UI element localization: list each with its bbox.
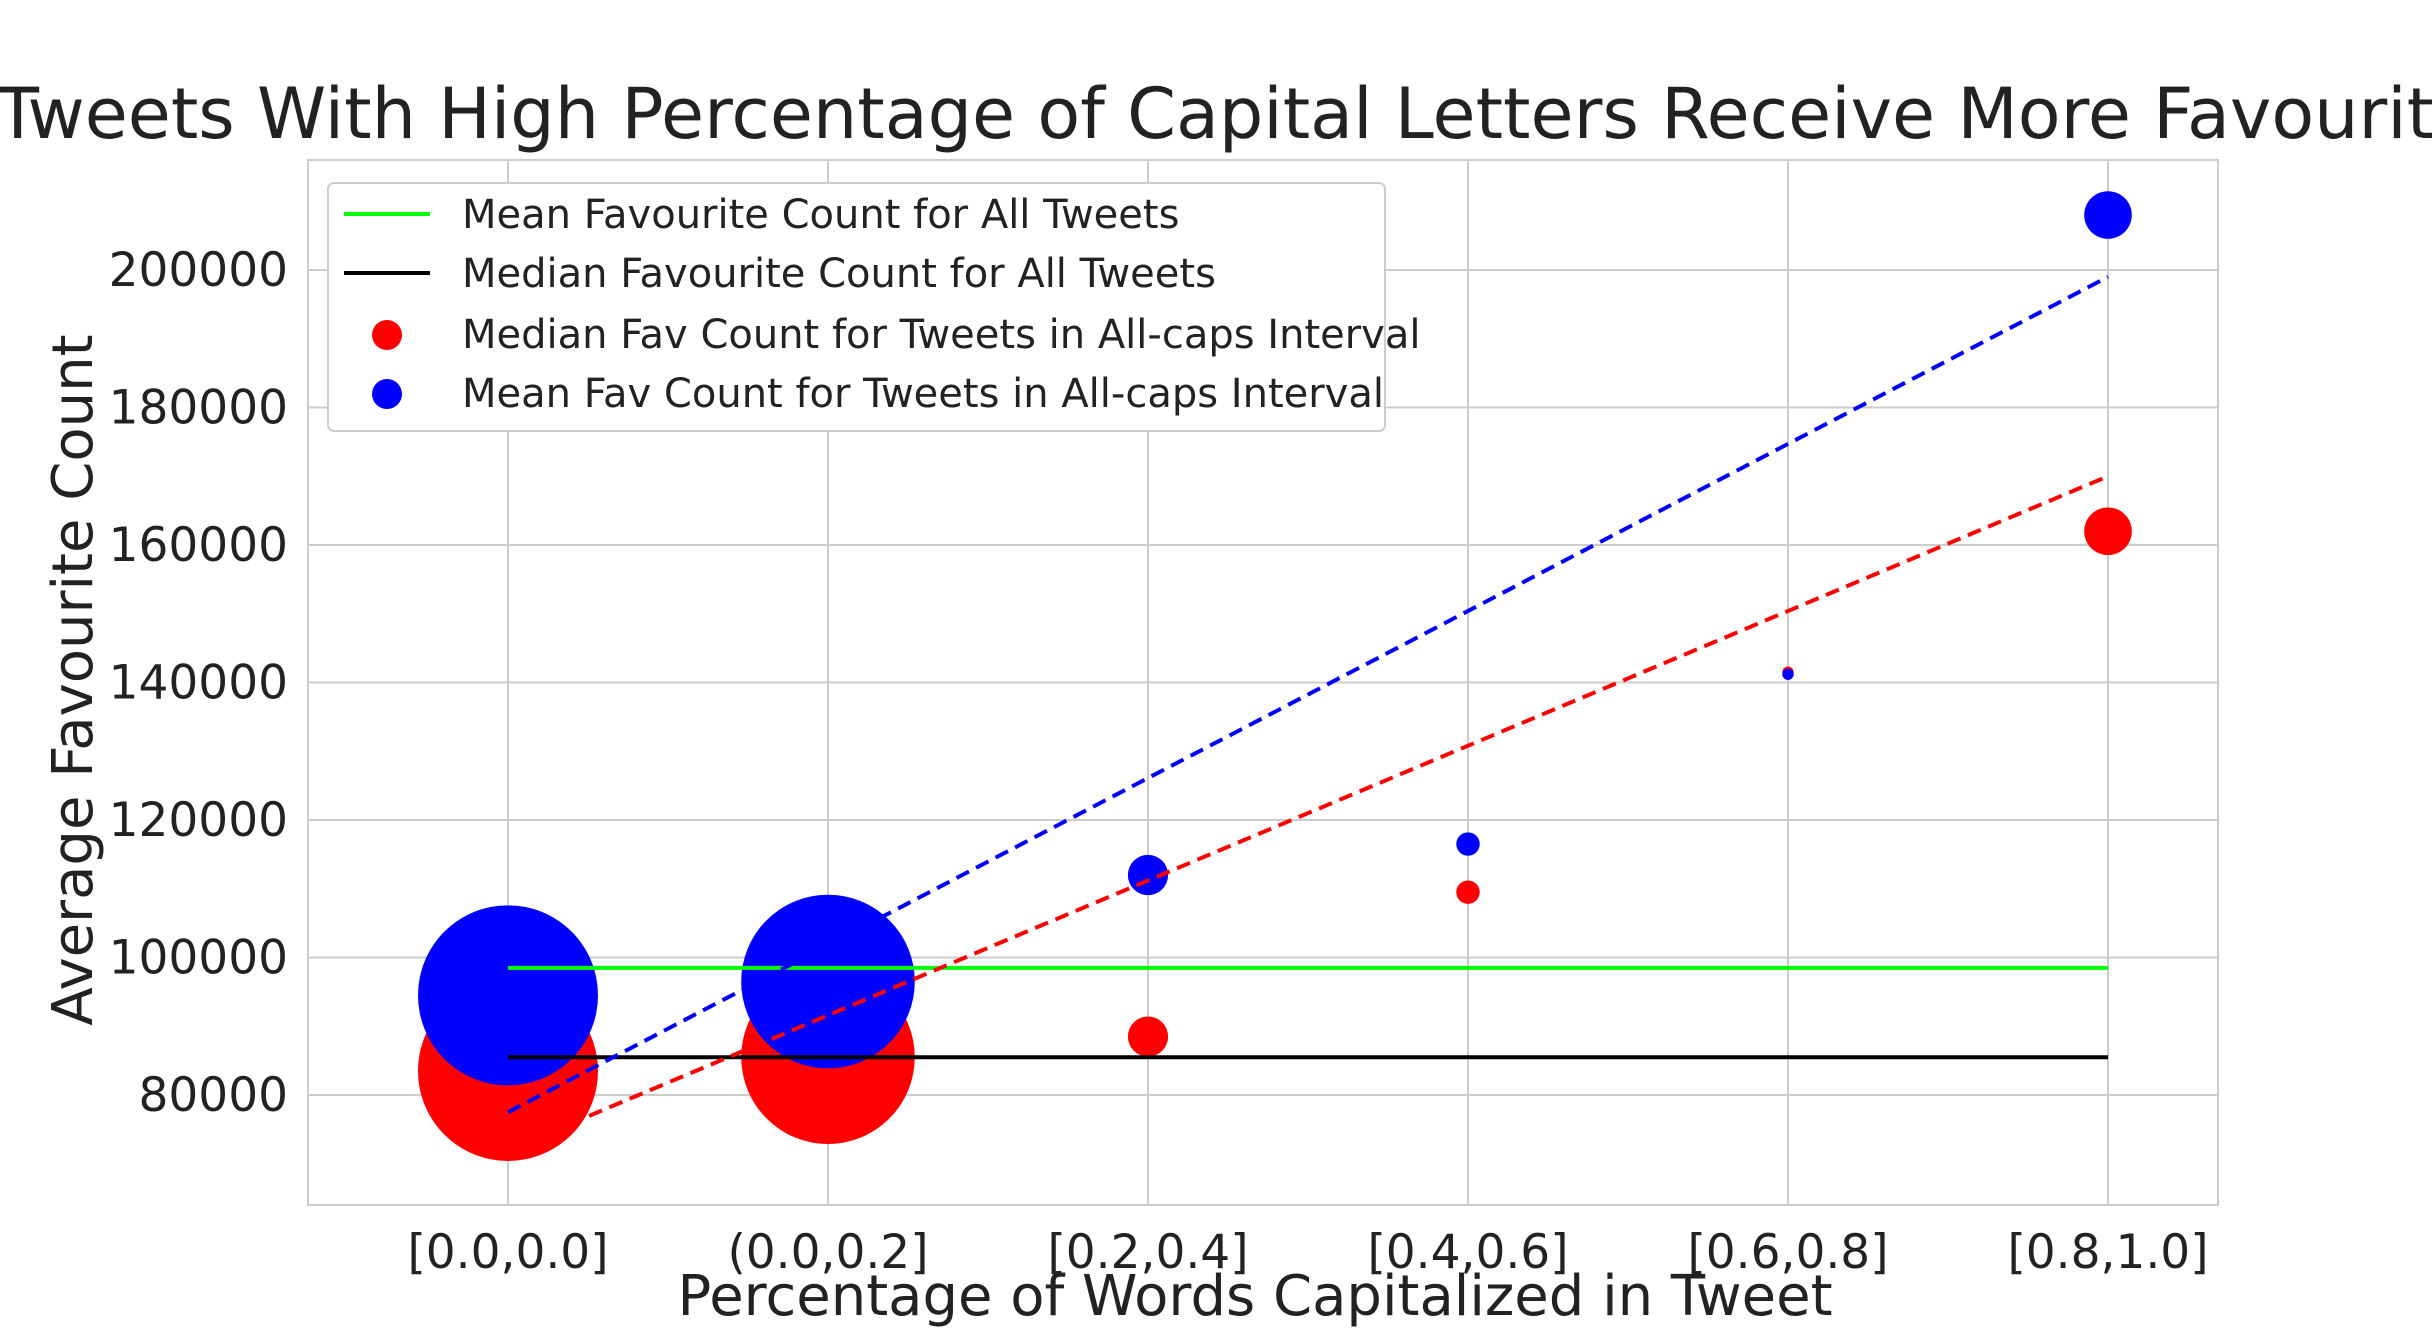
legend-median-all-label: Median Favourite Count for All Tweets: [462, 251, 1216, 297]
legend-box: [327, 182, 1386, 432]
plot-frame: [307, 159, 2219, 1206]
x-tick-label: (0.0,0.2]: [727, 1225, 928, 1280]
x-tick-label: [0.6,0.8]: [1687, 1225, 1888, 1280]
scatter-points: [418, 191, 2132, 1161]
mean-trend-line: [507, 275, 2109, 1114]
legend-mean-interval-swatch: [372, 379, 402, 409]
x-tick-label: [0.0,0.0]: [407, 1225, 608, 1280]
y-tick-label: 160000: [109, 518, 288, 573]
y-tick-label: 180000: [109, 381, 288, 436]
mean-point: [2084, 191, 2132, 239]
median-trend-line: [507, 474, 2109, 1152]
median-point: [1456, 880, 1480, 904]
mean-point: [1782, 668, 1794, 680]
x-tick-label: [0.2,0.4]: [1047, 1225, 1248, 1280]
tick-labels: 80000 100000 120000 140000 160000 180000 20000…: [109, 243, 2209, 1280]
mean-point: [1456, 832, 1480, 856]
y-tick-label: 140000: [109, 656, 288, 711]
legend: Mean Favourite Count for All Tweets Medi…: [327, 182, 1420, 432]
x-tick-label: [0.4,0.6]: [1367, 1225, 1568, 1280]
legend-mean-all-label: Mean Favourite Count for All Tweets: [462, 192, 1179, 238]
legend-median-interval-swatch: [372, 320, 402, 350]
y-tick-label: 100000: [109, 931, 288, 986]
chart-title: Tweets With High Percentage of Capital L…: [0, 73, 2432, 155]
y-tick-label: 80000: [138, 1068, 288, 1123]
y-tick-label: 120000: [109, 793, 288, 848]
y-tick-label: 200000: [109, 243, 288, 298]
y-axis-label: Average Favourite Count: [41, 334, 106, 1025]
legend-mean-interval-label: Mean Fav Count for Tweets in All-caps In…: [462, 371, 1384, 417]
mean-point: [418, 905, 598, 1086]
legend-median-interval-label: Median Fav Count for Tweets in All-caps …: [462, 312, 1420, 358]
x-axis-label: Percentage of Words Capitalized in Tweet: [677, 1264, 1832, 1329]
mean-point: [741, 894, 915, 1069]
median-point: [1127, 1016, 1169, 1057]
x-tick-label: [0.8,1.0]: [2007, 1225, 2208, 1280]
median-point: [2084, 507, 2132, 556]
